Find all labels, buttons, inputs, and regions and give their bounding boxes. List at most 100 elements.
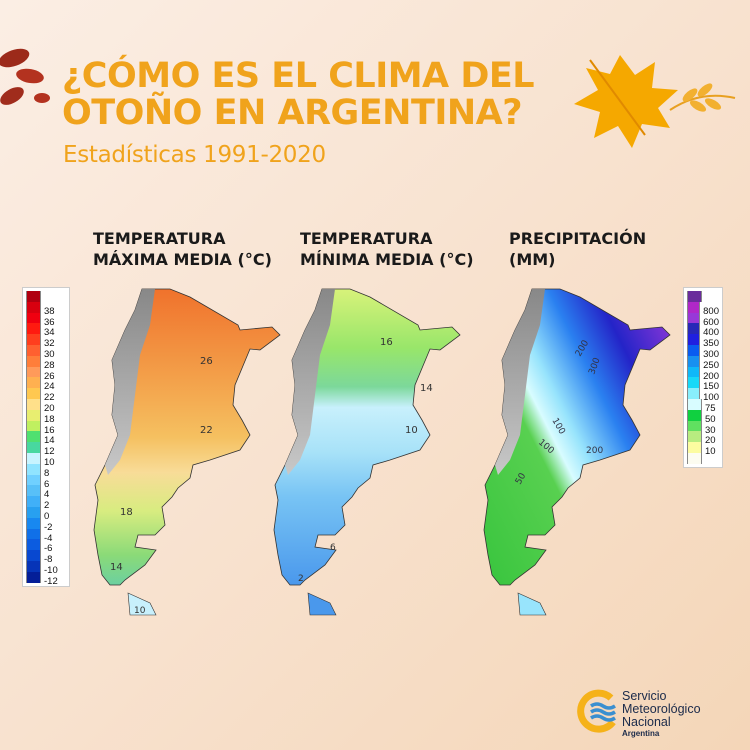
legend-label: 20 — [44, 402, 55, 414]
legend-item: 4 — [26, 485, 66, 500]
legend-label: -12 — [44, 575, 58, 587]
legend-label: 14 — [44, 435, 55, 447]
legend-swatch — [26, 366, 41, 378]
heading-line: TEMPERATURA — [93, 229, 226, 248]
legend-label: 200 — [703, 370, 719, 382]
legend-label: 350 — [703, 338, 719, 350]
legend-label: 150 — [703, 381, 719, 393]
legend-label: -4 — [44, 532, 53, 544]
contour-label: 16 — [380, 337, 393, 348]
legend-swatch — [687, 366, 701, 378]
legend-item: 6 — [26, 474, 66, 489]
legend-item: -4 — [26, 528, 66, 543]
legend-swatch — [687, 452, 702, 464]
legend-item: -8 — [26, 550, 66, 565]
legend-swatch — [26, 571, 41, 583]
page-title: ¿CÓMO ES EL CLIMA DEL OTOÑO EN ARGENTINA… — [62, 58, 535, 133]
contour-label: 18 — [120, 507, 133, 518]
legend-item: 30 — [687, 420, 719, 435]
legend-swatch — [26, 388, 41, 399]
contour-label: 10 — [405, 425, 418, 436]
smn-logo-icon — [577, 689, 616, 733]
legend-label: 10 — [44, 456, 55, 468]
legend-swatch — [687, 291, 702, 302]
legend-item: 8 — [26, 463, 66, 478]
logo-line: Meteorológico — [622, 702, 701, 716]
contour-label: 2 — [298, 574, 304, 584]
legend-item: 10 — [687, 442, 719, 457]
min-temperature-map: 16 14 10 6 2 — [273, 288, 461, 616]
map-heading-precipitation: PRECIPITACIÓN (MM) — [509, 228, 646, 270]
legend-item: -6 — [26, 539, 66, 554]
legend-swatch — [687, 398, 702, 410]
temperature-legend: 38 36 34 32 30 28 26 24 22 20 18 16 14 12 10 8 6 4 2 0 -2 -4-… — [22, 287, 70, 587]
legend-swatch — [687, 409, 702, 421]
legend-label: 400 — [703, 327, 719, 339]
legend-item: 600 — [687, 312, 719, 327]
legend-label: -8 — [44, 554, 53, 566]
legend-item: 18 — [26, 409, 66, 424]
legend-swatch — [687, 344, 701, 356]
legend-swatch — [687, 431, 702, 443]
legend-swatch — [26, 301, 41, 313]
legend-label: 28 — [44, 359, 55, 371]
legend-swatch — [687, 377, 701, 389]
legend-swatch — [26, 398, 41, 410]
heading-line: MÁXIMA MEDIA (°C) — [93, 250, 272, 269]
legend-label: 26 — [44, 370, 55, 382]
legend-label: 16 — [44, 424, 55, 436]
subtitle: Estadísticas 1991-2020 — [63, 142, 326, 168]
legend-swatch — [687, 388, 701, 399]
legend-item: 2 — [26, 496, 66, 511]
legend-swatch — [26, 431, 41, 443]
legend-label: 24 — [44, 381, 55, 393]
legend-label: 100 — [703, 392, 719, 404]
legend-item: 32 — [26, 334, 66, 349]
heading-line: MÍNIMA MEDIA (°C) — [300, 250, 474, 269]
legend-swatch — [26, 506, 41, 518]
map-heading-min-temp: TEMPERATURA MÍNIMA MEDIA (°C) — [300, 228, 474, 270]
legend-item: 300 — [687, 344, 719, 359]
heading-line: (MM) — [509, 250, 556, 269]
smn-logo-text: Servicio Meteorológico Nacional Argentin… — [622, 690, 701, 739]
legend-item: 16 — [26, 420, 66, 435]
legend-label: 6 — [44, 478, 50, 490]
legend-swatch — [687, 334, 701, 345]
legend-item: 12 — [26, 442, 66, 457]
legend-label: 34 — [44, 327, 55, 339]
legend-swatch — [26, 334, 41, 345]
legend-label: -10 — [44, 564, 58, 576]
legend-label: 20 — [705, 435, 716, 447]
legend-swatch — [26, 560, 41, 572]
legend-item: 0 — [26, 506, 66, 521]
legend-item: 24 — [26, 377, 66, 392]
legend-item: 14 — [26, 431, 66, 446]
contour-label: 14 — [420, 383, 433, 394]
legend-label: 18 — [44, 413, 55, 425]
legend-label: -2 — [44, 521, 53, 533]
legend-swatch — [687, 323, 701, 335]
legend-label: 800 — [703, 305, 719, 317]
legend-label: 250 — [703, 359, 719, 371]
legend-swatch — [26, 420, 41, 432]
heading-line: TEMPERATURA — [300, 229, 433, 248]
legend-item: 22 — [26, 388, 66, 403]
legend-label: 30 — [44, 348, 55, 360]
legend-swatch — [26, 517, 41, 529]
logo-line: Nacional — [622, 715, 671, 729]
contour-label: 6 — [330, 543, 336, 553]
legend-label: 32 — [44, 338, 55, 350]
legend-swatch — [26, 409, 41, 421]
legend-label: 22 — [44, 392, 55, 404]
title-line-2: OTOÑO EN ARGENTINA? — [62, 93, 523, 133]
legend-label: 2 — [44, 500, 50, 512]
legend-item: 200 — [687, 366, 719, 381]
legend-item: 20 — [687, 431, 719, 446]
legend-label: 10 — [705, 446, 716, 458]
max-temperature-map: 26 22 18 14 10 — [93, 288, 281, 616]
legend-swatch — [26, 463, 41, 475]
legend-item: 34 — [26, 323, 66, 338]
legend-swatch — [26, 312, 41, 324]
legend-item: 10 — [26, 452, 66, 467]
